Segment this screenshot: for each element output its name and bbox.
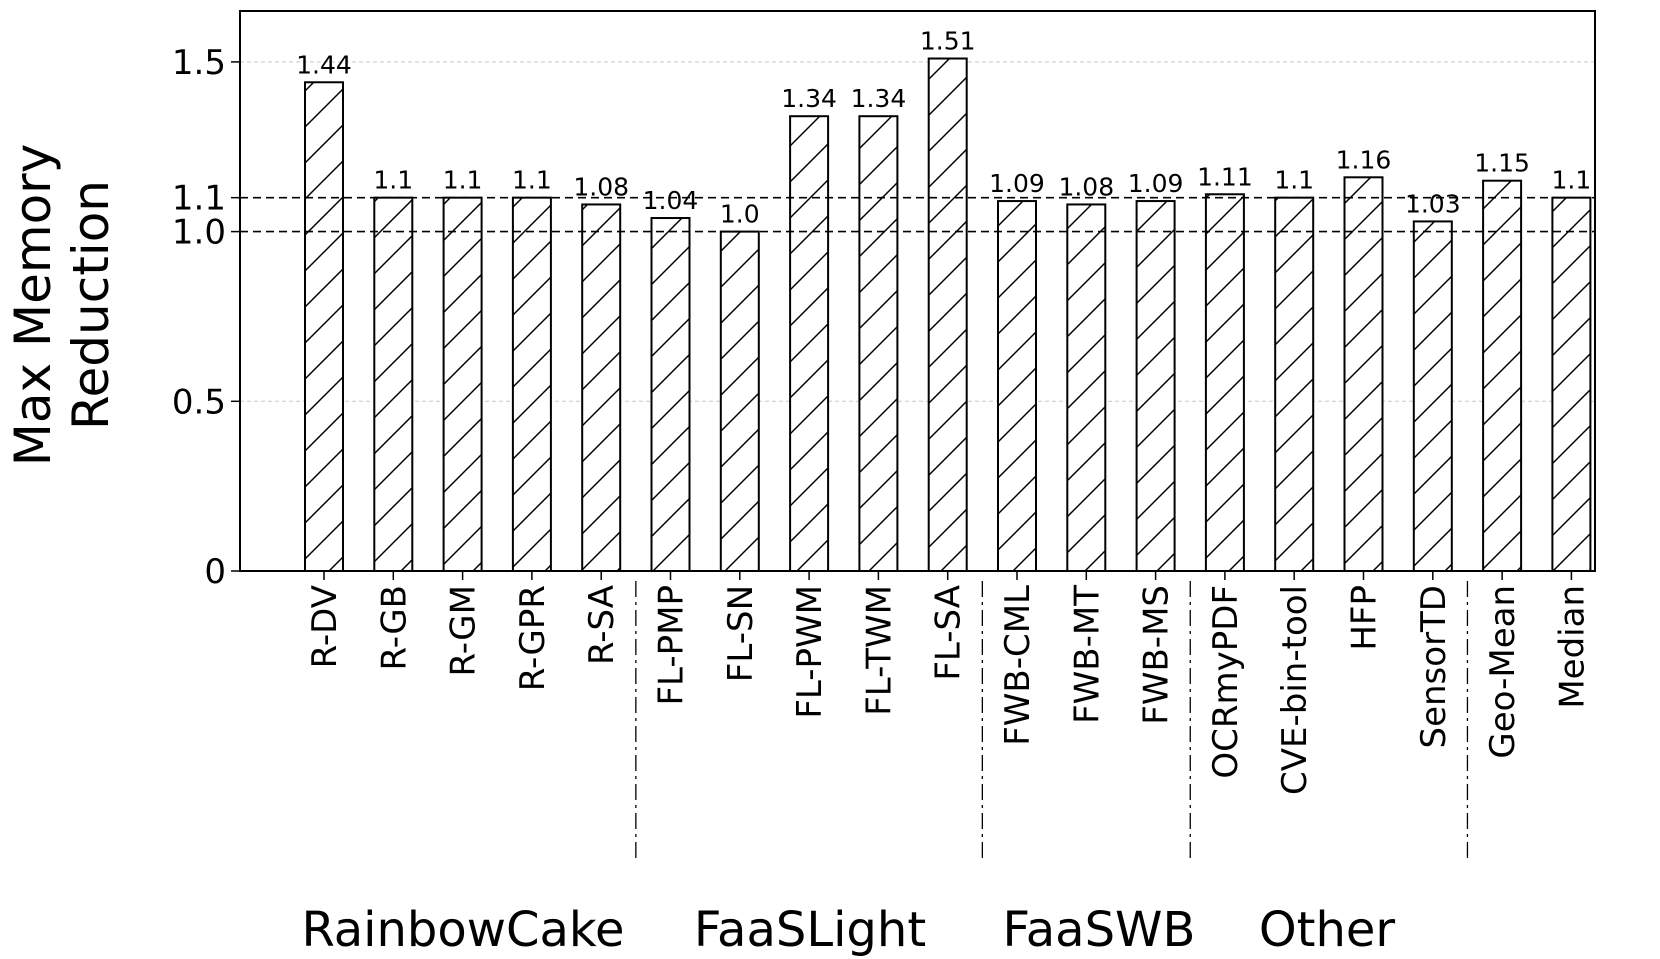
- x-tick-label: SensorTD: [1414, 585, 1454, 749]
- value-label: 1.1: [443, 166, 483, 195]
- value-label: 1.0: [720, 200, 760, 229]
- bar-hatch-SensorTD: [1412, 220, 1453, 572]
- x-tick-label: R-GB: [374, 585, 414, 670]
- value-label: 1.09: [989, 169, 1045, 198]
- y-axis: 0 0.5 1.01.1 1.5: [172, 43, 240, 592]
- y-axis-label-line: Max Memory: [4, 144, 62, 467]
- y-axis-label-line: Reduction: [62, 180, 120, 430]
- x-tick-label: FL-SA: [929, 585, 969, 681]
- value-label: 1.34: [781, 84, 837, 113]
- y-tick-label: 0: [204, 552, 226, 592]
- y-tick-label: 1.1: [172, 179, 226, 219]
- x-tick-label: Geo-Mean: [1483, 585, 1523, 759]
- x-tick-label: HFP: [1345, 585, 1385, 651]
- x-tick-label: OCRmyPDF: [1206, 585, 1246, 779]
- bar-hatch-FWB-MS: [1135, 200, 1176, 572]
- x-tick-label: Median: [1552, 585, 1592, 709]
- bar-hatch-FL-TWM: [858, 115, 899, 572]
- bar-hatch-FL-PMP: [650, 217, 691, 572]
- value-label: 1.08: [573, 172, 629, 201]
- value-label: 1.1: [373, 166, 413, 195]
- value-label: 1.34: [851, 84, 907, 113]
- bar-hatch-CVE-bin-tool: [1274, 196, 1315, 573]
- bar-hatch-FWB-CML: [997, 200, 1037, 572]
- y-axis-label: Max Memory Reduction: [4, 144, 120, 467]
- bar-hatch-FWB-MT: [1066, 203, 1107, 572]
- group-label-FaaSLight: FaaSLight: [694, 902, 926, 958]
- bar-hatch-Median: [1551, 196, 1592, 573]
- bar-hatch-R-GB: [373, 196, 414, 573]
- x-tick-label: FL-PMP: [652, 585, 692, 706]
- x-tick-label: FL-PWM: [790, 585, 830, 719]
- x-tick-label: FL-TWM: [859, 585, 899, 716]
- x-axis: R-DV R-GB R-GM R-GPR R-SA FL-PMP FL-SN FL-PWM FL…: [305, 571, 1592, 795]
- bar-hatch-HFP: [1343, 176, 1384, 572]
- value-label: 1.1: [1274, 166, 1314, 195]
- value-label: 1.51: [920, 27, 976, 56]
- group-label-RainbowCake: RainbowCake: [301, 902, 624, 958]
- bar-hatch-R-GM: [442, 196, 483, 573]
- group-labels: RainbowCake FaaSLight FaaSWB Other: [301, 581, 1469, 958]
- value-label: 1.11: [1197, 162, 1253, 191]
- value-label: 1.44: [296, 50, 352, 79]
- x-tick-label: R-GPR: [513, 585, 553, 691]
- x-tick-label: FWB-MS: [1137, 585, 1177, 725]
- value-label: 1.15: [1474, 149, 1530, 178]
- bar-hatch-FL-SN: [719, 230, 760, 573]
- y-tick-label: 1.5: [172, 43, 226, 83]
- group-label-Other: Other: [1259, 902, 1396, 958]
- y-tick-label: 1.0: [172, 213, 226, 253]
- x-tick-label: R-GM: [444, 585, 484, 676]
- x-tick-label: FL-SN: [721, 585, 761, 682]
- bars: [304, 57, 1592, 573]
- x-tick-label: CVE-bin-tool: [1275, 585, 1315, 795]
- value-label: 1.04: [643, 186, 699, 215]
- x-tick-label: R-SA: [582, 585, 622, 665]
- bar-hatch-FL-SA: [927, 57, 968, 573]
- bar-hatch-Geo-Mean: [1482, 179, 1523, 573]
- value-labels: 1.44 1.1 1.1 1.1 1.08 1.04 1.0 1.34 1.34 1.51 1.09…: [296, 27, 1591, 229]
- value-label: 1.16: [1336, 145, 1392, 174]
- x-tick-label: FWB-CML: [998, 585, 1038, 746]
- bar-hatch-OCRmyPDF: [1204, 193, 1245, 572]
- value-label: 1.09: [1128, 169, 1184, 198]
- reference-lines: [240, 196, 1595, 233]
- x-tick-label: FWB-MT: [1067, 585, 1107, 724]
- value-label: 1.03: [1405, 189, 1461, 218]
- group-label-FaaSWB: FaaSWB: [1003, 902, 1196, 958]
- bar-hatch-R-GPR: [511, 196, 552, 573]
- value-label: 1.1: [1552, 166, 1592, 195]
- value-label: 1.1: [512, 166, 552, 195]
- value-label: 1.08: [1058, 172, 1114, 201]
- plot-frame: [239, 10, 1596, 572]
- bar-hatch-R-SA: [581, 203, 622, 572]
- bar-hatch-R-DV: [304, 81, 344, 572]
- y-tick-label: 0.5: [172, 382, 226, 422]
- x-tick-label: R-DV: [305, 585, 345, 668]
- bar-hatch-FL-PWM: [789, 115, 830, 572]
